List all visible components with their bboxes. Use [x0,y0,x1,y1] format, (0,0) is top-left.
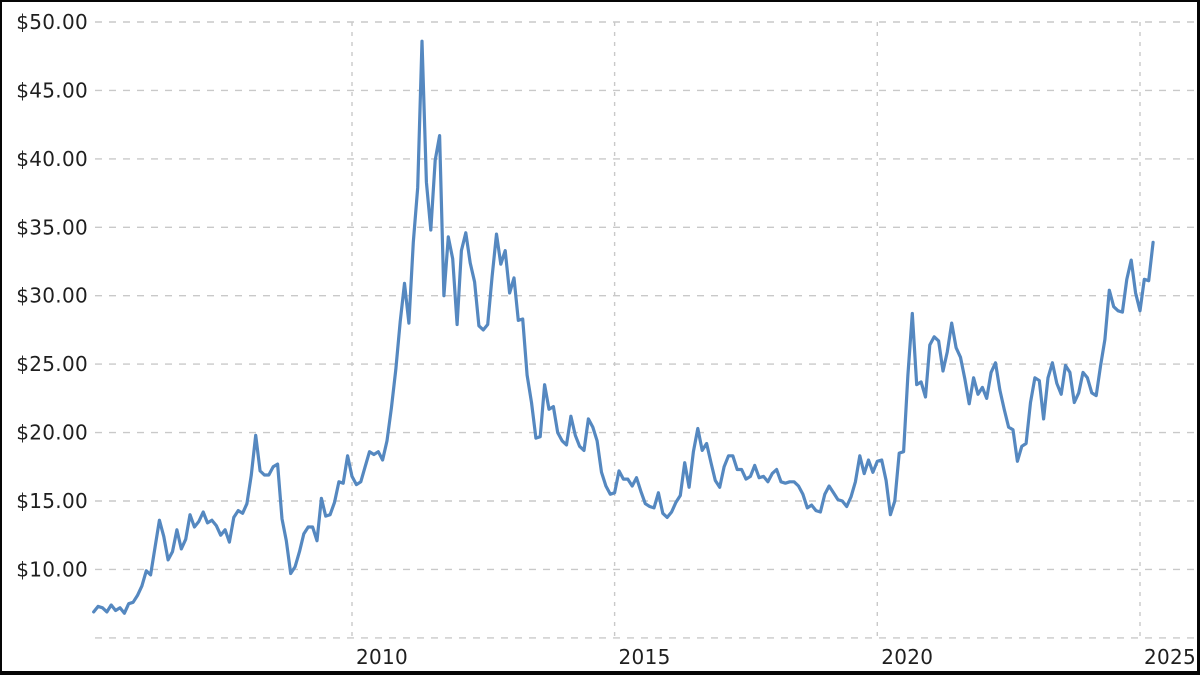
x-axis-tick-label: 2010 [356,645,408,669]
y-axis-tick-label: $35.00 [16,215,88,239]
y-axis-tick-label: $15.00 [16,489,88,513]
vertical-gridlines [351,22,1141,638]
y-axis-tick-label: $45.00 [16,78,88,102]
y-axis-tick-label: $20.00 [16,421,88,445]
y-axis-tick-label: $30.00 [16,284,88,308]
x-axis-tick-label: 2025 [1144,645,1196,669]
y-axis-tick-label: $10.00 [16,557,88,581]
horizontal-gridlines [95,21,1195,639]
x-axis-labels: 2010 2015 2020 2025 [356,645,1196,669]
price-line-series [92,39,1155,615]
y-axis-tick-label: $40.00 [16,147,88,171]
x-axis-tick-label: 2015 [619,645,671,669]
y-axis-labels: $50.00 $45.00 $40.00 $35.00 $30.00 $25.00 $20.… [16,10,88,581]
y-axis-tick-label: $50.00 [16,10,88,34]
y-axis-tick-label: $25.00 [16,352,88,376]
x-axis-tick-label: 2020 [881,645,933,669]
